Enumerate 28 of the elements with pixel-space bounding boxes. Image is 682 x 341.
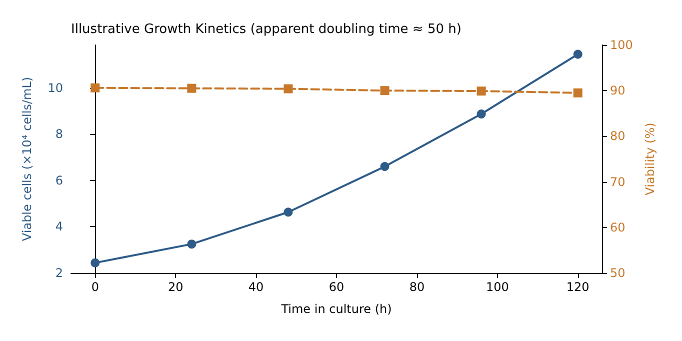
point [90, 258, 100, 268]
x-tick-label: 0 [91, 280, 99, 294]
x-tick-label: 40 [248, 280, 264, 294]
point [380, 162, 390, 172]
chart-title: Illustrative Growth Kinetics (apparent doubling time ≈ 50 h) [71, 22, 462, 37]
y2-tick-label: 90 [610, 84, 626, 98]
x-axis-title: Time in culture (h) [280, 302, 392, 316]
y-tick-label: 6 [55, 173, 63, 188]
y2-tick-label: 60 [610, 220, 626, 234]
y-tick-label: 8 [55, 127, 63, 142]
x-tick-label: 100 [486, 280, 509, 294]
y2-tick-label: 100 [610, 38, 633, 52]
y2-tick-label: 70 [610, 174, 626, 189]
y2-tick-label: 50 [610, 266, 626, 280]
point [573, 50, 582, 59]
y-tick-label: 4 [55, 220, 63, 234]
y-tick-label: 2 [55, 266, 63, 280]
point [476, 109, 486, 118]
point [284, 208, 293, 217]
x-tick-label: 80 [409, 280, 425, 294]
point [187, 240, 196, 249]
y-tick-label: 10 [48, 80, 63, 95]
y-axis-title: Viable cells (×10⁴ cells/mL) [20, 76, 34, 242]
y2-axis-title: Viability (%) [642, 122, 657, 196]
x-tick-label: 20 [168, 280, 184, 294]
x-tick-label: 120 [566, 280, 590, 294]
x-tick-label: 60 [328, 280, 344, 294]
y2-tick-label: 80 [610, 129, 626, 144]
